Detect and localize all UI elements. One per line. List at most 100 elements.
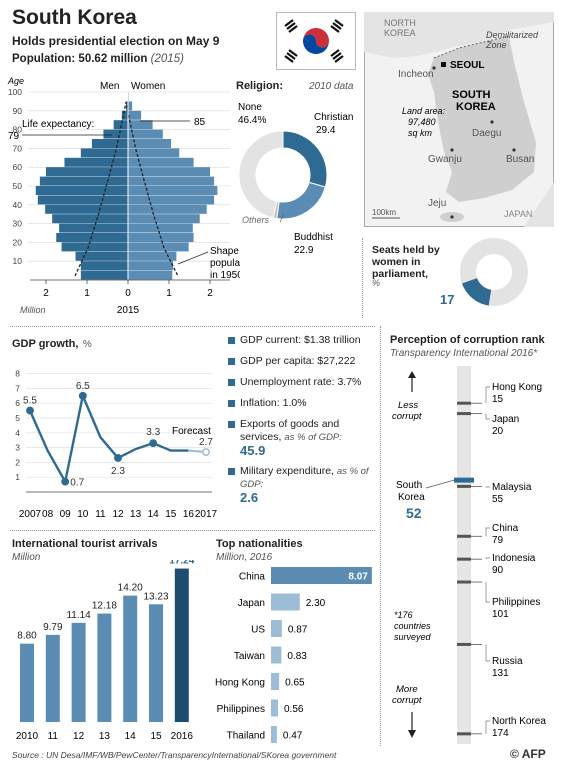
- gdp-x-tick: 13: [130, 509, 142, 520]
- gdp-unit: %: [82, 339, 92, 350]
- tourist-x-tick: 12: [73, 731, 85, 742]
- pyramid-bar-men: [103, 129, 128, 139]
- divider-h1: [10, 326, 375, 327]
- pyramid-women-label: Women: [131, 81, 165, 92]
- tourist-x-tick: 14: [125, 731, 137, 742]
- pyramid-bar-men: [45, 204, 128, 214]
- rank-marker: [457, 642, 471, 646]
- south-korea-region: [428, 36, 536, 202]
- nationality-label: China: [239, 572, 266, 583]
- nationality-label: Hong Kong: [215, 678, 265, 689]
- gdp-x-tick: 16: [183, 509, 195, 520]
- rank-country-value: 20: [492, 426, 504, 437]
- rank-scale-bar: [457, 366, 471, 744]
- gdp-title: GDP growth,: [12, 338, 79, 350]
- rank-marker: [457, 534, 471, 538]
- rank-country-name: North Korea: [492, 716, 546, 727]
- divider-h2: [10, 530, 375, 531]
- pyramid-bar-women: [128, 157, 194, 167]
- gdp-point: [149, 439, 158, 448]
- pyramid-bar-women: [128, 204, 207, 214]
- pyramid-x-tick: 2: [43, 288, 49, 299]
- pyramid-bar-men: [75, 251, 128, 261]
- pyramid-bar-women: [128, 167, 210, 177]
- pyramid-bar-men: [64, 157, 128, 167]
- nationalities-chart: China 8.07 Japan 2.30 US 0.87 Taiwan 0.83 Hong K…: [215, 567, 372, 743]
- rank-country-value: 55: [492, 494, 504, 505]
- pyramid-bar-women: [128, 176, 215, 186]
- pyramid-bar-men: [113, 120, 128, 130]
- gdp-point-label: 6.5: [76, 381, 90, 392]
- tourist-x-tick: 15: [150, 731, 162, 742]
- pyramid-y-tick: 20: [13, 237, 23, 247]
- south-korea-rank: 52: [406, 505, 422, 521]
- map-dmz: Demilitarized Zone: [485, 30, 539, 50]
- population-line: Population: 50.62 million (2015): [12, 53, 184, 65]
- pyramid-bar-women: [128, 120, 153, 130]
- tourist-arrivals-chart: 8.80 2010 9.79 11 11.14 12 12.18 13 14.20 14 13.23…: [16, 560, 195, 742]
- rank-marker: [457, 557, 471, 561]
- life-expectancy-label: Life expectancy:: [22, 119, 94, 130]
- pyramid-bar-women: [128, 242, 189, 252]
- women-parliament-title: Seats held by women in parliament,: [372, 244, 440, 280]
- tourist-value-label: 12.18: [92, 601, 117, 612]
- pyramid-y-tick: 40: [13, 200, 23, 210]
- life-expectancy-women: 85: [194, 117, 206, 128]
- pyramid-bar-women: [128, 270, 173, 280]
- inflation-fact: Inflation: 1.0%: [228, 397, 380, 410]
- tourists-title: International tourist arrivals: [12, 538, 158, 550]
- pyramid-bar-men: [91, 139, 128, 148]
- pyramid-bar-men: [35, 186, 128, 195]
- rank-marker: [457, 580, 471, 584]
- korea-map: NORTH KOREA Demilitarized Zone SEOUL Inche…: [364, 12, 554, 227]
- gdp-y-tick: 7: [15, 383, 20, 393]
- nationality-bar: [271, 620, 282, 637]
- population-year: (2015): [150, 53, 184, 65]
- gdp-point: [78, 391, 87, 400]
- rank-connector: [485, 582, 490, 603]
- south-korea-name: South Korea: [396, 480, 425, 503]
- pyramid-bar-men: [80, 270, 128, 280]
- pyramid-bar-men: [121, 110, 128, 120]
- tourist-value-label: 9.79: [43, 622, 63, 633]
- religion-christian-label: Christian: [314, 112, 353, 123]
- gdp-forecast-label: Forecast: [172, 426, 211, 437]
- gdp-point: [202, 448, 210, 456]
- nationality-label: Philippines: [217, 704, 265, 715]
- pyramid-y-tick: 80: [13, 125, 23, 135]
- gdp-y-tick: 3: [15, 443, 20, 453]
- afp-logo-text: AFP: [521, 747, 546, 761]
- nationality-label: Japan: [238, 598, 265, 609]
- women-parliament-unit: %: [372, 278, 381, 288]
- exports-fact: Exports of goods and services, as % of G…: [228, 418, 380, 457]
- more-corrupt-label: More corrupt: [392, 684, 422, 706]
- map-japan: JAPAN: [504, 209, 532, 219]
- gdp-y-tick: 5: [15, 413, 20, 423]
- tourist-bar: [45, 634, 60, 722]
- exports-label: Exports of goods and services,: [240, 418, 340, 443]
- tourist-x-tick: 2016: [171, 731, 194, 742]
- religion-title: Religion:: [236, 80, 284, 92]
- gdp-y-tick: 8: [15, 369, 20, 379]
- shape-1950-note: Shape ofpopulationin 1950: [210, 246, 240, 281]
- pyramid-y-tick: 30: [13, 219, 23, 229]
- tourist-bar: [123, 595, 138, 722]
- tourist-value-label: 8.80: [17, 631, 37, 642]
- pyramid-bar-women: [128, 214, 200, 224]
- south-korea-flag: [276, 12, 356, 70]
- map-daegu: Daegu: [472, 128, 501, 139]
- women-donut-slice: [462, 278, 492, 306]
- nationality-bar: [271, 726, 277, 743]
- religion-none-value: 46.4%: [238, 115, 266, 126]
- rank-country-name: Philippines: [492, 597, 540, 608]
- pyramid-bar-women: [128, 251, 177, 261]
- pyramid-bar-men: [52, 214, 128, 224]
- north-korea-region: [364, 12, 554, 58]
- rank-country-name: Malaysia: [492, 482, 532, 493]
- pyramid-bar-men: [80, 261, 128, 271]
- rank-connector: [485, 486, 490, 488]
- gwangju-marker: [450, 148, 454, 152]
- women-parliament-donut: 17: [440, 238, 528, 307]
- south-korea-leader: [425, 479, 455, 489]
- gdp-point-label: 2.3: [111, 466, 125, 477]
